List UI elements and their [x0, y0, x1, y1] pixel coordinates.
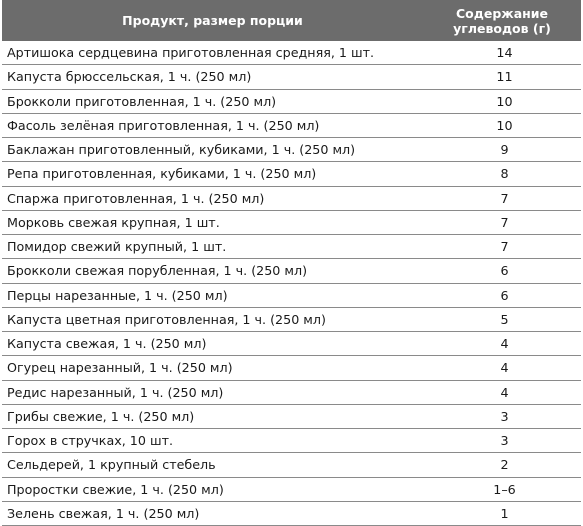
cell-carbs: 2 — [500, 457, 509, 473]
table-row: Артишока сердцевина приготовленная средн… — [2, 41, 581, 66]
table-row: Проростки свежие, 1 ч. (250 мл) 1–6 — [2, 478, 581, 502]
cell-carbs: 8 — [500, 166, 509, 182]
cell-carbs: 10 — [496, 117, 513, 133]
cell-carbs: 7 — [500, 190, 509, 206]
table-row: Горох в стручках, 10 шт. 3 — [2, 429, 581, 454]
table-row: Капуста брюссельская, 1 ч. (250 мл) 11 — [2, 65, 581, 90]
table-row: Перцы нарезанные, 1 ч. (250 мл) 6 — [2, 284, 581, 308]
cell-carbs: 14 — [496, 45, 513, 61]
table-row: Брокколи приготовленная, 1 ч. (250 мл) 10 — [2, 90, 581, 114]
cell-carbs: 11 — [496, 69, 513, 85]
cell-product: Редис нарезанный, 1 ч. (250 мл) — [7, 384, 224, 400]
table-row: Сельдерей, 1 крупный стебель 2 — [2, 453, 581, 478]
table-header: Продукт, размер порции Содержание углево… — [2, 0, 581, 41]
cell-product: Перцы нарезанные, 1 ч. (250 мл) — [7, 287, 228, 303]
header-product: Продукт, размер порции — [122, 13, 303, 28]
cell-carbs: 4 — [500, 336, 509, 352]
table-row: Брокколи свежая порубленная, 1 ч. (250 м… — [2, 259, 581, 284]
cell-carbs: 1–6 — [493, 481, 516, 497]
cell-carbs: 6 — [500, 287, 509, 303]
cell-product: Спаржа приготовленная, 1 ч. (250 мл) — [7, 190, 265, 206]
cell-product: Помидор свежий крупный, 1 шт. — [7, 239, 227, 255]
cell-carbs: 7 — [500, 214, 509, 230]
table-body: Артишока сердцевина приготовленная средн… — [2, 41, 581, 526]
table-row: Капуста свежая, 1 ч. (250 мл) 4 — [2, 332, 581, 357]
table-row: Фасоль зелёная приготовленная, 1 ч. (250… — [2, 114, 581, 138]
cell-carbs: 7 — [500, 239, 509, 255]
cell-product: Проростки свежие, 1 ч. (250 мл) — [7, 481, 224, 497]
table-row: Редис нарезанный, 1 ч. (250 мл) 4 — [2, 381, 581, 405]
cell-carbs: 4 — [500, 360, 509, 376]
table-row: Зелень свежая, 1 ч. (250 мл) 1 — [2, 502, 581, 526]
cell-product: Капуста цветная приготовленная, 1 ч. (25… — [7, 311, 326, 327]
cell-product: Зелень свежая, 1 ч. (250 мл) — [7, 505, 200, 521]
cell-product: Грибы свежие, 1 ч. (250 мл) — [7, 408, 195, 424]
cell-product: Брокколи приготовленная, 1 ч. (250 мл) — [7, 93, 277, 109]
cell-product: Артишока сердцевина приготовленная средн… — [7, 45, 375, 61]
cell-product: Репа приготовленная, кубиками, 1 ч. (250… — [7, 166, 317, 182]
cell-carbs: 3 — [500, 408, 509, 424]
cell-carbs: 10 — [496, 93, 513, 109]
cell-carbs: 3 — [500, 433, 509, 449]
cell-product: Сельдерей, 1 крупный стебель — [7, 457, 216, 473]
table-row: Морковь свежая крупная, 1 шт. 7 — [2, 211, 581, 235]
table-row: Баклажан приготовленный, кубиками, 1 ч. … — [2, 138, 581, 163]
table-row: Спаржа приготовленная, 1 ч. (250 мл) 7 — [2, 187, 581, 211]
cell-product: Капуста брюссельская, 1 ч. (250 мл) — [7, 69, 252, 85]
cell-product: Горох в стручках, 10 шт. — [7, 433, 174, 449]
cell-product: Фасоль зелёная приготовленная, 1 ч. (250… — [7, 117, 320, 133]
table-row: Помидор свежий крупный, 1 шт. 7 — [2, 235, 581, 260]
table-row: Огурец нарезанный, 1 ч. (250 мл) 4 — [2, 356, 581, 381]
cell-carbs: 1 — [500, 505, 509, 521]
cell-product: Баклажан приготовленный, кубиками, 1 ч. … — [7, 142, 356, 158]
table-row: Капуста цветная приготовленная, 1 ч. (25… — [2, 308, 581, 332]
header-carbs: Содержание углеводов (г) — [453, 5, 551, 36]
cell-product: Брокколи свежая порубленная, 1 ч. (250 м… — [7, 263, 308, 279]
table-row: Грибы свежие, 1 ч. (250 мл) 3 — [2, 405, 581, 429]
table-row: Репа приготовленная, кубиками, 1 ч. (250… — [2, 162, 581, 187]
cell-carbs: 9 — [500, 142, 509, 158]
cell-product: Огурец нарезанный, 1 ч. (250 мл) — [7, 360, 233, 376]
cell-product: Капуста свежая, 1 ч. (250 мл) — [7, 336, 207, 352]
cell-carbs: 5 — [500, 311, 509, 327]
cell-product: Морковь свежая крупная, 1 шт. — [7, 214, 220, 230]
cell-carbs: 4 — [500, 384, 509, 400]
cell-carbs: 6 — [500, 263, 509, 279]
